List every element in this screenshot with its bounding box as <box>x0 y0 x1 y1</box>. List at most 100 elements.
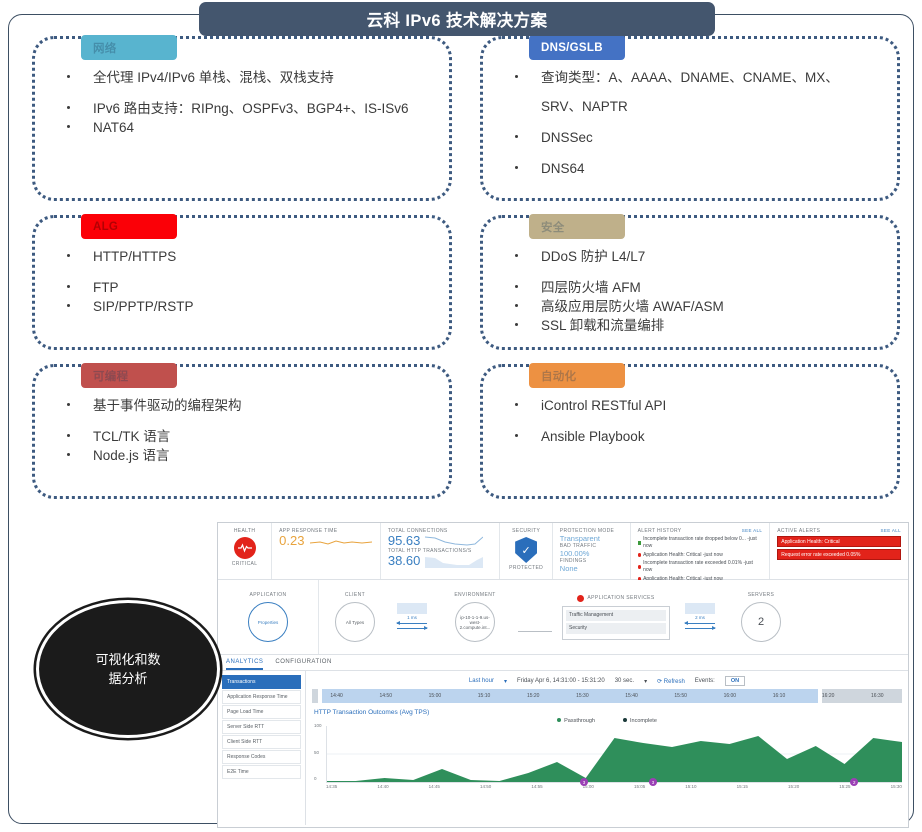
event-marker[interactable]: 3 <box>580 778 588 786</box>
card-network-tag: 网络 <box>81 35 177 60</box>
alert-history-see-all-link[interactable]: See All <box>741 528 763 533</box>
tab-analytics[interactable]: ANALYTICS <box>226 659 264 670</box>
card-automation[interactable]: 自动化 iControl RESTful API Ansible Playboo… <box>480 363 900 499</box>
slider-tick: 15:10 <box>477 693 491 699</box>
card-security[interactable]: 安全 DDoS 防护 L4/L7 四层防火墙 AFM 高级应用层防火墙 AWAF… <box>480 214 900 350</box>
topology-app-services: APPLICATION SERVICES Traffic Management … <box>553 580 679 654</box>
events-toggle[interactable]: ON <box>724 676 746 686</box>
legend-dot-icon <box>557 718 562 722</box>
topology-application-node[interactable]: Properties <box>248 602 288 642</box>
sidebar-item-transactions[interactable]: Transactions <box>222 675 301 689</box>
active-alert-item[interactable]: Application Health: Critical <box>777 536 901 547</box>
slider-tick: 15:30 <box>576 693 589 699</box>
active-alerts-see-all-link[interactable]: See All <box>880 528 901 533</box>
chart-plot-area: 100 50 0 3 3 2 <box>314 723 902 786</box>
topology-client-link: 1 ms <box>391 580 433 654</box>
card-automation-list: iControl RESTful API Ansible Playbook <box>497 397 883 445</box>
event-marker[interactable]: 2 <box>850 778 859 786</box>
card-alg[interactable]: ALG HTTP/HTTPS FTP SIP/PPTP/RSTP <box>32 214 452 350</box>
active-alert-item[interactable]: Request error rate exceeded 0.05% <box>777 549 901 560</box>
legend-label: Passthrough <box>564 718 595 724</box>
card-security-tag: 安全 <box>529 214 625 239</box>
critical-icon <box>637 565 642 569</box>
card-dns-gslb[interactable]: DNS/GSLB 查询类型：A、AAAA、DNAME、CNAME、MX、 SRV… <box>480 35 900 201</box>
card-automation-tag-label: 自动化 <box>541 370 577 383</box>
list-item-text: TCL/TK 语言 <box>93 429 171 444</box>
interval-select[interactable]: 30 sec. <box>614 678 635 684</box>
topology-services-box[interactable]: Traffic Management Security <box>562 605 670 640</box>
sidebar-item-response-codes[interactable]: Response Codes <box>222 750 301 764</box>
dashboard-tabs: ANALYTICS CONFIGURATION <box>218 655 908 671</box>
list-item: DNSSec <box>497 129 883 146</box>
time-range-select[interactable]: Last hour <box>468 678 494 684</box>
arrow-right-icon <box>397 626 428 630</box>
metric-security: SECURITY ✓ Protected <box>500 523 553 579</box>
bullet-dot-icon <box>67 254 70 257</box>
bullet-dot-icon <box>67 434 70 437</box>
visualization-badge-text: 可视化和数 据分析 <box>95 650 160 688</box>
sidebar-item-server-side-rtt[interactable]: Server Side RTT <box>222 720 301 734</box>
topology-application-label: APPLICATION <box>249 592 287 598</box>
card-dns-gslb-tag-label: DNS/GSLB <box>541 41 603 54</box>
card-programmability-tag-label: 可编程 <box>93 370 129 383</box>
visualization-badge: 可视化和数 据分析 <box>36 600 220 738</box>
tab-configuration[interactable]: CONFIGURATION <box>275 659 332 665</box>
active-alerts-panel: ACTIVE ALERTS See All Application Health… <box>770 523 908 579</box>
service-item[interactable]: Traffic Management <box>566 609 666 621</box>
card-dns-gslb-list: 查询类型：A、AAAA、DNAME、CNAME、MX、 SRV、NAPTR DN… <box>497 69 883 177</box>
time-range-slider[interactable]: 14:40 14:50 15:00 15:10 15:20 15:30 15:4… <box>312 689 902 703</box>
legend-item-passthrough[interactable]: Passthrough <box>557 718 595 724</box>
chevron-down-icon[interactable]: ▾ <box>503 678 507 685</box>
list-item-text: 查询类型：A、AAAA、DNAME、CNAME、MX、 <box>541 70 839 85</box>
card-programmability-tag: 可编程 <box>81 363 177 388</box>
slider-tick: 16:10 <box>772 693 786 699</box>
card-network[interactable]: 网络 全代理 IPv4/IPv6 单栈、混栈、双栈支持 IPv6 路由支持：RI… <box>32 35 452 201</box>
metric-total-connections-value: 95.63 <box>387 533 421 548</box>
topology-servers-node[interactable]: 2 <box>741 602 781 642</box>
list-item: FTP <box>49 279 435 296</box>
list-item: IPv6 路由支持：RIPng、OSPFv3、BGP4+、IS-ISv6 <box>49 100 435 117</box>
feature-cards-grid: 网络 全代理 IPv4/IPv6 单栈、混栈、双栈支持 IPv6 路由支持：RI… <box>32 35 900 513</box>
list-item-text: SIP/PPTP/RSTP <box>93 299 194 314</box>
metric-security-status: Protected <box>509 565 544 571</box>
list-item-text: IPv6 路由支持：RIPng、OSPFv3、BGP4+、IS-ISv6 <box>93 101 409 116</box>
list-item-text: SSL 卸载和流量编排 <box>541 318 665 333</box>
sidebar-item-application-response-time[interactable]: Application Response Time <box>222 690 301 704</box>
slider-selection-handle[interactable] <box>318 689 822 703</box>
alert-row-text: Incomplete transaction rate dropped belo… <box>643 536 757 549</box>
dashboard-topology: APPLICATION Properties CLIENT All Types … <box>218 580 908 655</box>
topology-environment-node[interactable]: ip-10-1-1-9.us-west-2.compute.int... <box>455 602 495 642</box>
sidebar-item-page-load-time[interactable]: Page Load Time <box>222 705 301 719</box>
list-item-text: 基于事件驱动的编程架构 <box>93 398 242 413</box>
event-marker[interactable]: 3 <box>649 778 657 786</box>
topology-connector-1 <box>517 580 553 654</box>
app-response-sparkline <box>310 540 373 545</box>
metric-protection-mode-label: PROTECTION MODE <box>559 528 615 534</box>
topology-client: CLIENT All Types <box>319 580 391 654</box>
x-tick: 15:05 <box>633 784 646 789</box>
chevron-down-icon[interactable]: ▾ <box>644 678 648 685</box>
sidebar-item-e2e-time[interactable]: E2E Time <box>222 765 301 779</box>
metric-protection-mode-value: Transparent <box>559 534 600 543</box>
service-item[interactable]: Security <box>566 622 666 634</box>
y-tick-50: 50 <box>314 750 320 755</box>
list-item-text: DNSSec <box>541 130 593 145</box>
list-item-text: NAT64 <box>93 120 135 135</box>
metric-bad-traffic-value: 100.00% <box>559 549 590 558</box>
metric-app-response-value: 0.23 <box>279 533 305 548</box>
refresh-button[interactable]: ⟳ Refresh <box>657 678 685 685</box>
card-programmability[interactable]: 可编程 基于事件驱动的编程架构 TCL/TK 语言 Node.js 语言 <box>32 363 452 499</box>
sidebar-item-client-side-rtt[interactable]: Client Side RTT <box>222 735 301 749</box>
topology-client-node[interactable]: All Types <box>335 602 375 642</box>
active-alerts-rows: Application Health: Critical Request err… <box>777 536 901 560</box>
card-security-tag-label: 安全 <box>541 221 565 234</box>
x-tick: 14:45 <box>428 784 440 789</box>
x-tick: 15:30 <box>890 784 902 789</box>
list-item-text: DDoS 防护 L4/L7 <box>541 249 646 264</box>
x-tick: 15:15 <box>736 784 748 789</box>
list-item: DNS64 <box>497 160 883 177</box>
list-item-text: 四层防火墙 AFM <box>541 280 641 295</box>
legend-item-incomplete[interactable]: Incomplete <box>622 718 657 724</box>
metric-total-http-label: TOTAL HTTP TRANSACTIONS/s <box>387 548 472 554</box>
chart-title: HTTP Transaction Outcomes (Avg TPS) <box>314 709 430 716</box>
